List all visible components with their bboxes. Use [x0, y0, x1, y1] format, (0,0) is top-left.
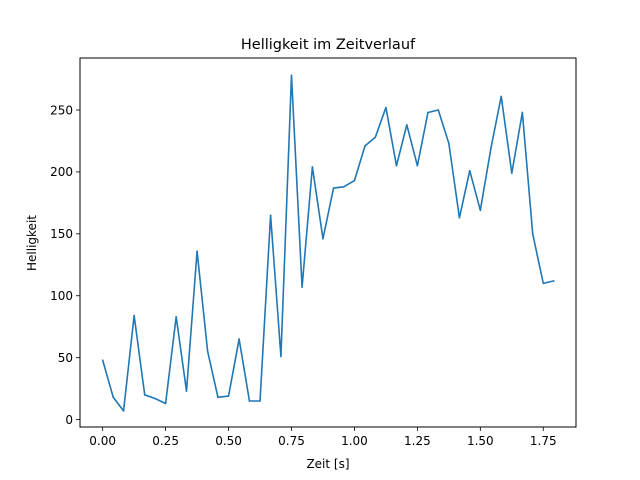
y-tick-label: 100: [50, 289, 73, 303]
data-point: [217, 396, 219, 399]
y-tick-label: 50: [58, 351, 73, 365]
series-line: [101, 74, 555, 412]
data-point: [427, 111, 429, 114]
data-point: [122, 410, 125, 412]
x-tick-label: 1.75: [530, 434, 557, 448]
data-point: [248, 400, 251, 402]
data-point: [332, 187, 335, 189]
data-point: [133, 314, 135, 317]
plot-area: [101, 74, 555, 412]
y-tick-label: 150: [50, 227, 73, 241]
data-point: [500, 95, 503, 98]
data-point: [531, 233, 534, 235]
y-axis-title: Helligkeit: [25, 215, 39, 271]
data-point: [542, 282, 545, 285]
x-tick-label: 0.75: [278, 434, 305, 448]
axes-frame: [79, 57, 577, 428]
data-point: [101, 359, 104, 361]
data-point: [322, 237, 324, 240]
data-point: [458, 216, 461, 219]
data-point: [437, 109, 440, 111]
x-tick-label: 1.00: [341, 434, 368, 448]
x-axis-title: Zeit [s]: [306, 457, 349, 471]
data-point: [353, 179, 356, 182]
data-point: [468, 169, 471, 172]
x-axis: 0.00 0.25 0.50 0.75 1.00 1.25 1.50 1.75: [89, 427, 557, 448]
x-tick-label: 1.50: [467, 434, 494, 448]
data-point: [395, 164, 398, 167]
chart-title: Helligkeit im Zeitverlauf: [241, 37, 416, 53]
data-point: [364, 145, 366, 147]
data-point: [311, 166, 314, 168]
data-point: [479, 209, 482, 212]
data-point: [185, 390, 188, 392]
data-point: [374, 136, 377, 139]
data-point: [406, 124, 408, 126]
x-tick-label: 0.50: [215, 434, 242, 448]
data-point: [490, 147, 492, 150]
data-point: [112, 396, 115, 399]
data-point: [227, 395, 230, 397]
data-point: [196, 250, 198, 252]
y-axis: 0 50 100 150 200 250: [50, 103, 80, 427]
x-tick-label: 0.00: [89, 434, 116, 448]
data-point: [343, 185, 345, 188]
data-point: [301, 286, 303, 288]
data-point: [280, 355, 282, 358]
data-point: [521, 111, 524, 114]
data-point: [206, 350, 209, 353]
y-tick-label: 0: [65, 413, 73, 427]
data-point: [269, 214, 272, 217]
data-point: [385, 106, 387, 109]
data-point: [448, 142, 450, 145]
data-point: [154, 397, 156, 400]
data-point: [238, 338, 240, 340]
y-tick-label: 250: [50, 103, 73, 117]
data-point: [175, 316, 177, 318]
data-point: [164, 402, 167, 405]
data-point: [553, 280, 555, 282]
data-point: [511, 172, 513, 174]
data-point: [416, 164, 419, 167]
data-point: [290, 74, 293, 77]
y-tick-label: 200: [50, 165, 73, 179]
x-tick-label: 1.25: [404, 434, 431, 448]
data-point: [143, 394, 146, 396]
data-point: [259, 400, 261, 402]
x-tick-label: 0.25: [152, 434, 179, 448]
